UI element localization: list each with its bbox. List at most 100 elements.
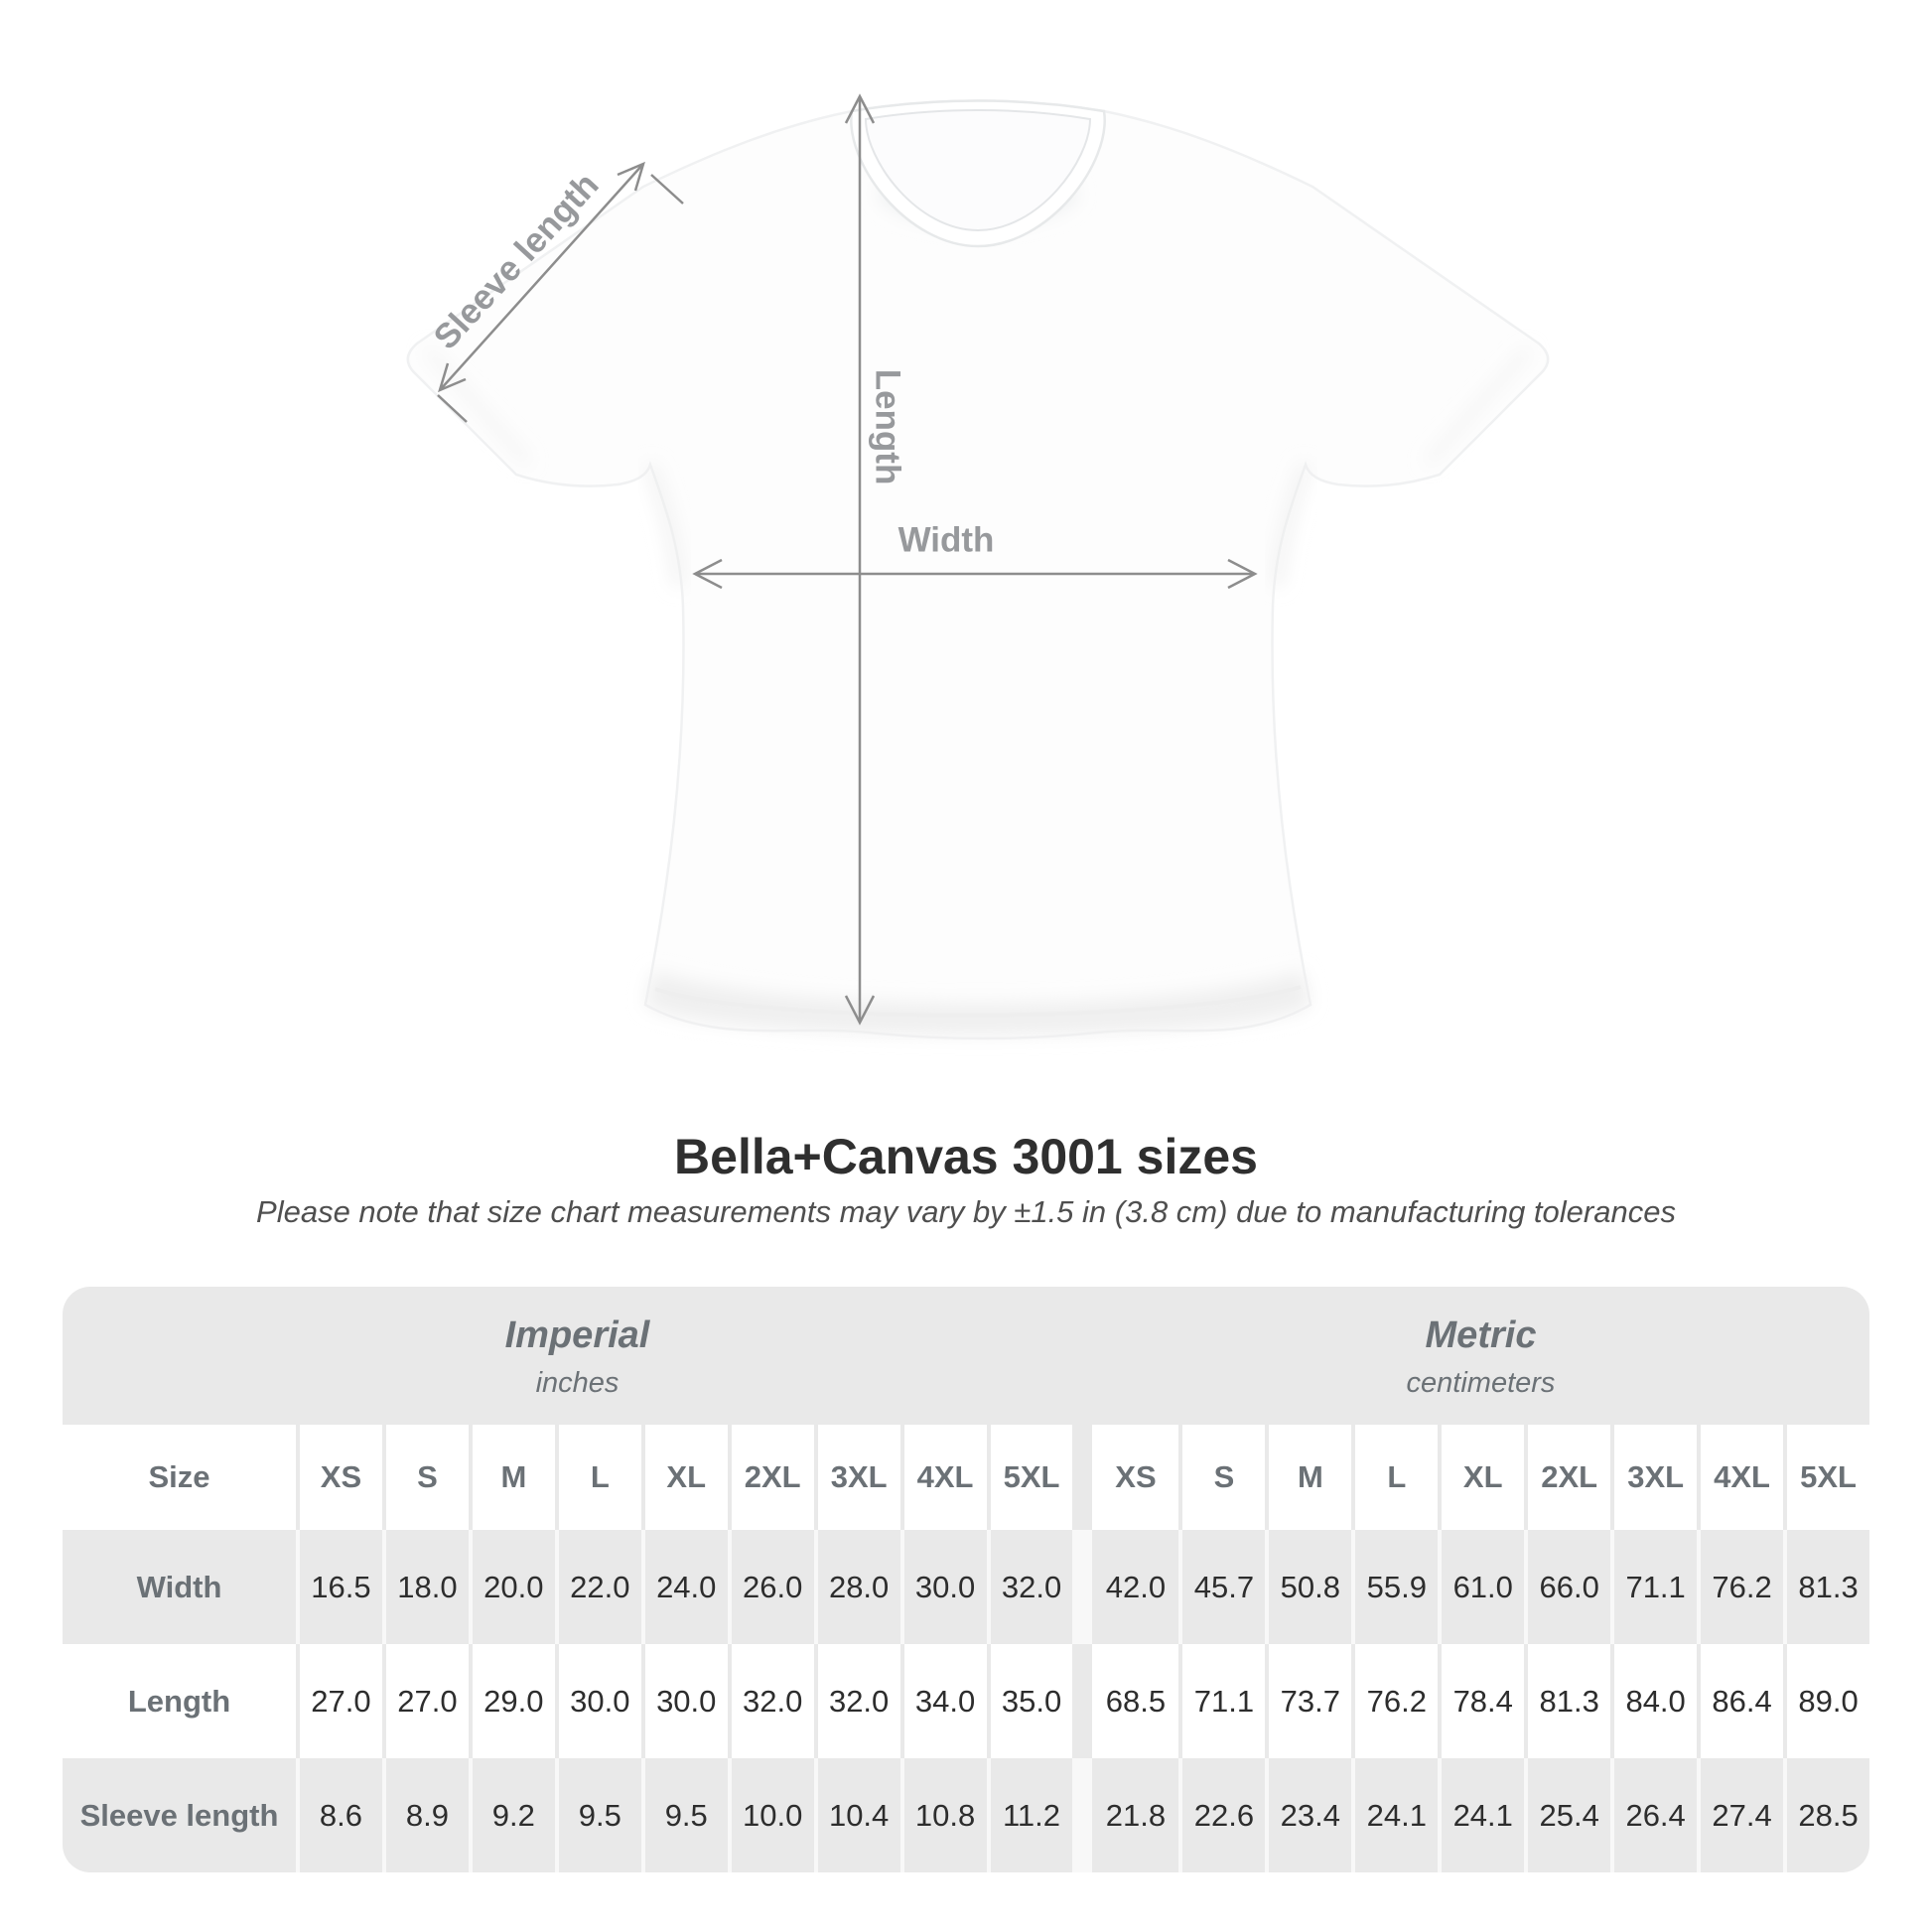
value-cell: 10.8 bbox=[899, 1758, 987, 1872]
value-cell: 32.0 bbox=[727, 1644, 814, 1758]
length-arrow bbox=[844, 93, 876, 1026]
value-cell: 68.5 bbox=[1092, 1644, 1179, 1758]
row-label: Sleeve length bbox=[79, 1797, 279, 1833]
value-cell: 28.0 bbox=[813, 1530, 900, 1644]
value-cell: 76.2 bbox=[1351, 1644, 1439, 1758]
tshirt-measurement-diagram: Sleeve length Length Width bbox=[406, 93, 1550, 1040]
imperial-title: Imperial bbox=[504, 1314, 650, 1356]
imperial-metric-divider bbox=[1072, 1758, 1093, 1872]
value-cell: 84.0 bbox=[1610, 1644, 1698, 1758]
value-cell: 81.3 bbox=[1783, 1530, 1869, 1644]
value-cell: 18.0 bbox=[381, 1530, 469, 1644]
size-header-cell: 4XL bbox=[1697, 1425, 1784, 1530]
size-header-cell: S bbox=[381, 1425, 469, 1530]
tshirt-body bbox=[406, 99, 1550, 1040]
imperial-section-header: Imperial inches bbox=[63, 1287, 1092, 1422]
imperial-metric-divider bbox=[1072, 1530, 1093, 1644]
value-cell: 50.8 bbox=[1265, 1530, 1351, 1644]
value-cell: 78.4 bbox=[1438, 1644, 1525, 1758]
value-cell: 22.6 bbox=[1178, 1758, 1265, 1872]
row-label: Width bbox=[136, 1569, 222, 1604]
value-cell: 30.0 bbox=[899, 1530, 987, 1644]
size-header-cell: XS bbox=[296, 1425, 382, 1530]
size-header-cell: 3XL bbox=[1610, 1425, 1698, 1530]
size-header-cell: 4XL bbox=[899, 1425, 987, 1530]
metric-title: Metric bbox=[1425, 1314, 1537, 1356]
size-header-cell: XL bbox=[1438, 1425, 1525, 1530]
size-header-row: Size XS S M L XL 2XL 3XL 4XL 5XL XS S M L XL 2XL 3XL 4XL 5… bbox=[63, 1425, 1869, 1530]
value-cell: 32.0 bbox=[813, 1644, 900, 1758]
imperial-unit: inches bbox=[535, 1367, 620, 1399]
value-cell: 30.0 bbox=[640, 1644, 728, 1758]
value-cell: 9.5 bbox=[640, 1758, 728, 1872]
page-subtitle: Please note that size chart measurements… bbox=[256, 1194, 1676, 1229]
size-header-cell: 3XL bbox=[813, 1425, 900, 1530]
collar-inner bbox=[864, 109, 1092, 232]
value-cell: 26.4 bbox=[1610, 1758, 1697, 1872]
size-header-cell: S bbox=[1178, 1425, 1266, 1530]
value-cell: 24.1 bbox=[1351, 1758, 1438, 1872]
size-header-cell: 5XL bbox=[986, 1425, 1073, 1530]
value-cell: 32.0 bbox=[986, 1530, 1073, 1644]
value-cell: 28.5 bbox=[1783, 1758, 1869, 1872]
value-cell: 27.0 bbox=[381, 1644, 469, 1758]
value-cell: 30.0 bbox=[554, 1644, 641, 1758]
size-header-cell: M bbox=[1265, 1425, 1352, 1530]
sleeve-length-arrow bbox=[437, 161, 684, 423]
value-cell: 9.5 bbox=[554, 1758, 641, 1872]
value-cell: 35.0 bbox=[986, 1644, 1073, 1758]
units-band: Imperial inches Metric centimeters bbox=[63, 1287, 1869, 1422]
length-label: Length bbox=[869, 369, 907, 485]
size-header-cell: XS bbox=[1092, 1425, 1179, 1530]
value-cell: 89.0 bbox=[1783, 1644, 1869, 1758]
value-cell: 24.1 bbox=[1438, 1758, 1524, 1872]
value-cell: 66.0 bbox=[1524, 1530, 1610, 1644]
value-cell: 42.0 bbox=[1105, 1569, 1167, 1604]
value-cell: 71.1 bbox=[1178, 1644, 1266, 1758]
value-cell: 23.4 bbox=[1265, 1758, 1351, 1872]
value-cell: 25.4 bbox=[1524, 1758, 1610, 1872]
size-header-cell: M bbox=[468, 1425, 555, 1530]
value-cell: 8.6 bbox=[296, 1758, 382, 1872]
value-cell: 27.0 bbox=[296, 1644, 382, 1758]
value-cell: 71.1 bbox=[1610, 1530, 1697, 1644]
value-cell: 21.8 bbox=[1105, 1797, 1167, 1833]
size-header-cell: 2XL bbox=[727, 1425, 814, 1530]
metric-section-header: Metric centimeters bbox=[1092, 1287, 1869, 1422]
value-cell: 81.3 bbox=[1524, 1644, 1611, 1758]
value-cell: 16.5 bbox=[296, 1530, 382, 1644]
value-cell: 55.9 bbox=[1351, 1530, 1438, 1644]
size-grid: Size XS S M L XL 2XL 3XL 4XL 5XL XS S M L XL 2XL 3XL 4XL 5… bbox=[63, 1425, 1869, 1872]
value-cell: 10.0 bbox=[727, 1758, 814, 1872]
value-cell: 27.4 bbox=[1697, 1758, 1783, 1872]
imperial-metric-divider bbox=[1072, 1644, 1093, 1758]
value-cell: 8.9 bbox=[381, 1758, 469, 1872]
size-header-cell: L bbox=[554, 1425, 641, 1530]
value-cell: 20.0 bbox=[468, 1530, 555, 1644]
measurement-row: Width 16.5 18.0 20.0 22.0 24.0 26.0 28.0 30.0 32.… bbox=[63, 1530, 1869, 1644]
value-cell: 76.2 bbox=[1697, 1530, 1783, 1644]
value-cell: 26.0 bbox=[727, 1530, 814, 1644]
value-cell: 61.0 bbox=[1438, 1530, 1524, 1644]
value-cell: 11.2 bbox=[986, 1758, 1073, 1872]
value-cell: 9.2 bbox=[468, 1758, 555, 1872]
value-cell: 10.4 bbox=[813, 1758, 900, 1872]
value-cell: 73.7 bbox=[1265, 1644, 1352, 1758]
size-table-card: Imperial inches Metric centimeters Size X… bbox=[63, 1287, 1869, 1872]
size-header-cell: XL bbox=[640, 1425, 728, 1530]
value-cell: 34.0 bbox=[899, 1644, 987, 1758]
size-header-cell: L bbox=[1351, 1425, 1439, 1530]
metric-unit: centimeters bbox=[1406, 1367, 1556, 1399]
value-cell: 22.0 bbox=[554, 1530, 641, 1644]
value-cell: 86.4 bbox=[1697, 1644, 1784, 1758]
measurement-row: Length 27.0 27.0 29.0 30.0 30.0 32.0 32.0 34.0 35… bbox=[63, 1644, 1869, 1758]
value-cell: 29.0 bbox=[468, 1644, 555, 1758]
measurement-row: Sleeve length 8.6 8.9 9.2 9.5 9.5 10.0 10.4 10.8… bbox=[63, 1758, 1869, 1872]
value-cell: 45.7 bbox=[1178, 1530, 1265, 1644]
value-cell: 24.0 bbox=[640, 1530, 728, 1644]
size-header-cell: 2XL bbox=[1524, 1425, 1611, 1530]
size-header-cell: 5XL bbox=[1783, 1425, 1869, 1530]
width-arrow bbox=[692, 558, 1258, 590]
row-label: Length bbox=[63, 1644, 296, 1758]
width-label: Width bbox=[898, 521, 995, 560]
